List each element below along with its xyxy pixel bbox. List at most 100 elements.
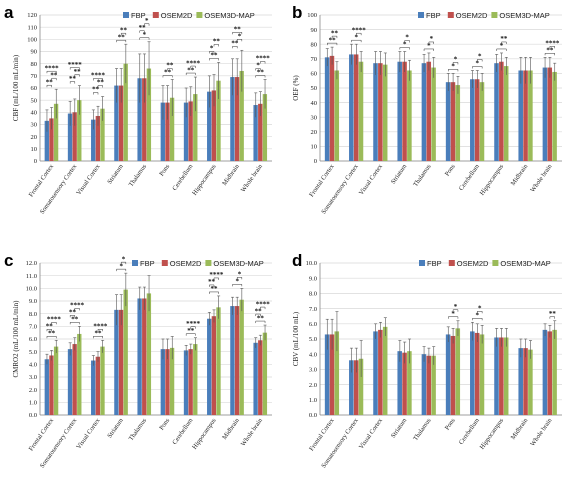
- significance-label: *: [478, 53, 482, 61]
- bar-fbp: [230, 77, 235, 161]
- chart-panel-a: a 0 10 20 30 40 50 60 70 80 90 100 110 120 CBF (mL/100…: [4, 3, 272, 216]
- significance-bracket: [93, 92, 99, 95]
- bar-fbp: [160, 102, 165, 161]
- bar-fbp: [445, 334, 451, 415]
- legend-label: OSEM2D: [170, 259, 202, 268]
- significance-label: **: [95, 329, 103, 337]
- bar-osem2d: [142, 78, 147, 161]
- bar-fbp: [253, 342, 258, 415]
- bar-fbp: [207, 318, 212, 415]
- legend-swatch-osem2d: [447, 12, 454, 18]
- significance-label: ****: [45, 64, 60, 72]
- bar-osem3d-map: [431, 355, 436, 415]
- bar-fbp: [160, 349, 165, 415]
- significance-label: *: [454, 56, 458, 64]
- bar-fbp: [183, 350, 189, 415]
- significance-bracket: [69, 315, 76, 318]
- significance-label: **: [50, 71, 58, 79]
- y-tick-label: 120: [27, 12, 37, 19]
- bar-osem3d-map: [146, 293, 152, 415]
- y-tick-label: 8.0: [29, 311, 37, 318]
- y-tick-label: 40: [311, 100, 318, 107]
- significance-label: **: [257, 314, 265, 322]
- significance-label: ****: [68, 61, 83, 69]
- significance-bracket: [46, 70, 57, 74]
- y-tick-label: 20: [311, 129, 318, 136]
- significance-bracket: [190, 65, 196, 69]
- bar-osem2d: [95, 356, 101, 415]
- category-label: Hippocampus: [479, 417, 506, 451]
- bar-osem2d: [547, 67, 553, 161]
- bar-osem2d: [142, 298, 147, 415]
- significance-label: *: [405, 34, 409, 42]
- category-label: Cerebellum: [458, 163, 481, 192]
- bar-osem3d-map: [407, 351, 412, 415]
- significance-bracket: [209, 291, 219, 294]
- bar-fbp: [518, 70, 523, 161]
- significance-bracket: [477, 311, 483, 314]
- significance-bracket: [356, 32, 362, 36]
- significance-label: ****: [209, 271, 224, 279]
- significance-label: ****: [186, 59, 201, 67]
- bar-fbp: [137, 298, 142, 415]
- significance-label: **: [331, 29, 339, 37]
- significance-label: **: [46, 322, 54, 330]
- category-label: Pons: [444, 417, 457, 432]
- significance-bracket: [255, 75, 266, 78]
- significance-bracket: [120, 32, 127, 36]
- bar-fbp: [349, 54, 354, 161]
- y-tick-label: 100: [307, 12, 317, 19]
- bar-osem2d: [426, 61, 432, 161]
- category-label: Thalamus: [412, 417, 433, 442]
- significance-label: *: [427, 42, 431, 50]
- bar-osem3d-map: [552, 71, 557, 161]
- bar-osem3d-map: [239, 70, 244, 161]
- legend-label: OSEM2D: [161, 11, 193, 20]
- significance-label: **: [46, 78, 54, 86]
- significance-bracket: [97, 85, 103, 88]
- bar-fbp: [230, 306, 235, 415]
- legend-swatch-osem3d-map: [196, 12, 203, 18]
- significance-bracket: [236, 277, 243, 280]
- y-tick-label: 1.0: [29, 400, 37, 407]
- legend-label: FBP: [427, 259, 442, 268]
- significance-label: **: [500, 35, 508, 43]
- legend-label: OSEM2D: [456, 11, 488, 20]
- bar-osem2d: [329, 334, 335, 415]
- significance-bracket: [232, 46, 238, 49]
- category-label: Thalamus: [128, 163, 149, 188]
- significance-bracket: [93, 78, 103, 81]
- significance-label: *: [403, 41, 407, 49]
- significance-bracket: [331, 35, 338, 39]
- y-axis-label: CMRO2 (mL/100 mL/min): [12, 300, 20, 378]
- category-label: Hippocampus: [191, 417, 218, 451]
- significance-label: *: [235, 278, 239, 286]
- y-tick-label: 7.0: [29, 324, 37, 331]
- significance-bracket: [260, 61, 266, 64]
- y-tick-label: 20: [31, 134, 38, 141]
- y-tick-label: 2.0: [29, 387, 37, 394]
- panel-letter: d: [292, 251, 302, 270]
- legend: FBP OSEM2D OSEM3D-MAP: [418, 11, 550, 20]
- bar-fbp: [44, 359, 49, 415]
- bar-osem3d-map: [262, 332, 268, 415]
- category-label: Visual Cortex: [358, 163, 385, 197]
- bar-osem2d: [499, 337, 504, 415]
- bar-osem2d: [118, 309, 124, 415]
- category-label: Frontal Cortex: [308, 417, 336, 453]
- y-tick-label: 12.0: [26, 260, 37, 267]
- y-tick-label: 30: [31, 122, 38, 129]
- y-tick-label: 80: [311, 41, 318, 48]
- y-tick-label: 4.0: [309, 351, 317, 358]
- bar-fbp: [421, 354, 427, 415]
- significance-label: *: [454, 303, 458, 311]
- significance-label: *: [478, 304, 482, 312]
- y-tick-label: 2.0: [309, 382, 317, 389]
- bar-osem2d: [258, 103, 263, 161]
- bar-fbp: [421, 63, 427, 161]
- bar-fbp: [542, 329, 548, 415]
- category-label: Midbrain: [221, 163, 241, 187]
- category-label: Pons: [158, 163, 171, 178]
